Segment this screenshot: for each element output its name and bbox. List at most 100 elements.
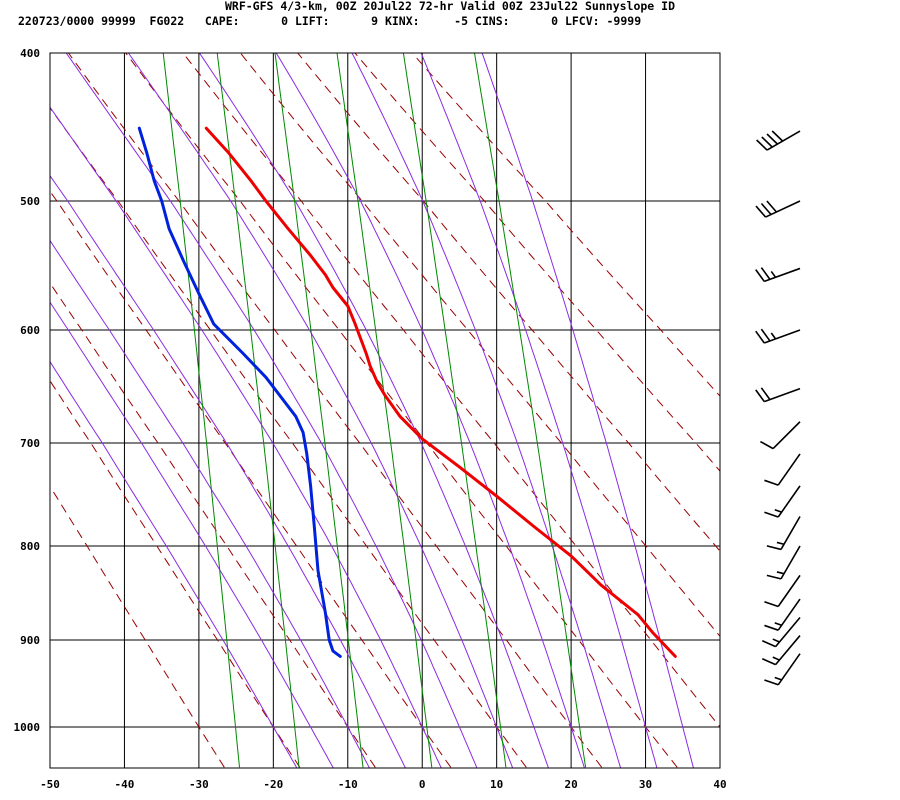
grid-lines <box>49 52 721 768</box>
dry-adiabat-line <box>50 485 225 768</box>
wind-barb-flag <box>760 203 772 216</box>
moist-adiabat-line <box>127 53 514 768</box>
wind-barb-flag <box>766 574 782 580</box>
dry-adiabat-line <box>50 379 301 768</box>
wind-barb-staff <box>777 453 801 486</box>
dewpoint-profile <box>137 126 342 658</box>
dry-adiabat-line <box>125 53 678 768</box>
wind-barb-staff <box>765 200 801 218</box>
wind-barb-staff <box>764 329 801 344</box>
wind-barb <box>764 598 801 631</box>
wind-barb <box>764 653 801 686</box>
wind-barb-half-flag <box>772 656 780 661</box>
moist-adiabat-line <box>50 106 442 768</box>
wind-barb <box>755 200 801 218</box>
wind-barb-flag <box>764 479 779 486</box>
wind-barb-staff <box>772 421 801 450</box>
wind-barb-staff <box>777 574 801 607</box>
y-tick-label: 400 <box>20 47 40 60</box>
wind-barb-flag <box>755 205 767 218</box>
wind-barb-staff <box>766 130 801 151</box>
wind-barb-half-flag <box>776 571 785 575</box>
wind-barb-flag <box>771 130 784 142</box>
wind-barb-flag <box>766 200 778 213</box>
wind-barb-half-flag <box>770 270 777 278</box>
mixing-ratio-line <box>162 53 240 768</box>
dry-adiabat-line <box>411 53 720 397</box>
chart-title: WRF-GFS 4/3-km, 00Z 20Jul22 72-hr Valid … <box>224 0 676 13</box>
plot-frame <box>49 52 721 769</box>
wind-barb <box>761 617 801 648</box>
wind-barb-staff <box>777 598 801 631</box>
moist-adiabat-line <box>50 174 406 768</box>
wind-barb-staff <box>777 485 801 518</box>
wind-barb-staff <box>774 635 801 666</box>
dry-adiabat-line <box>67 53 603 768</box>
axis-labels: -50 -40 -30 -20 -10 0 10 20 30 40 400 500 600 700 800 9… <box>14 47 727 791</box>
moist-adiabat-line <box>50 360 298 768</box>
x-tick-label: 20 <box>564 778 577 791</box>
moist-adiabat-line <box>198 53 549 768</box>
moist-adiabat-line <box>481 53 694 768</box>
wind-barb <box>764 485 801 518</box>
wind-barb-flag <box>764 600 779 608</box>
dry-adiabat-line <box>50 190 452 768</box>
wind-barbs <box>755 130 801 686</box>
mixing-ratio-line <box>274 53 364 768</box>
wind-barb-flag <box>761 657 776 666</box>
wind-barb-staff <box>780 545 801 580</box>
wind-barb-half-flag <box>770 332 777 340</box>
moist-adiabat-line <box>420 53 658 768</box>
dry-adiabat-line <box>297 53 720 552</box>
sounding-stats: 220723/0000 99999 FG022 CAPE: 0 LIFT: 9 … <box>18 14 642 28</box>
wind-barb-half-flag <box>776 541 785 546</box>
y-tick-label: 700 <box>20 437 40 450</box>
wind-barb <box>766 516 801 551</box>
dry-adiabat-line <box>50 107 527 768</box>
wind-barb-flag <box>756 139 768 151</box>
wind-barb <box>760 421 801 450</box>
mixing-ratio-line <box>216 53 300 768</box>
wind-barb-flag <box>764 679 779 686</box>
wind-barb-staff <box>774 617 801 648</box>
x-tick-label: -10 <box>338 778 358 791</box>
wind-barb <box>766 545 801 580</box>
moist-adiabat-line <box>275 53 585 768</box>
wind-barb-flag <box>766 133 779 145</box>
wind-barb-half-flag <box>774 622 782 627</box>
wind-barb-staff <box>777 653 801 686</box>
wind-barb <box>761 635 801 666</box>
wind-barb-flag <box>761 639 776 648</box>
x-tick-label: -40 <box>115 778 135 791</box>
sounding-profiles <box>137 126 677 658</box>
y-tick-label: 900 <box>20 634 40 647</box>
mixing-ratio-line <box>473 53 587 768</box>
moist-adiabat-line <box>50 301 334 768</box>
wind-barb-flag <box>760 328 771 342</box>
wind-barb-flag <box>755 389 765 403</box>
wind-barb-flag <box>755 269 765 282</box>
wind-barb-flag <box>766 545 782 551</box>
moist-adiabat-line <box>50 239 371 768</box>
x-tick-label: -20 <box>263 778 283 791</box>
background-lines <box>50 53 720 768</box>
wind-barb <box>764 574 801 608</box>
wind-barb-flag <box>760 267 771 280</box>
wind-barb <box>755 267 801 283</box>
wind-barb-flag <box>760 387 771 401</box>
moist-adiabat-line <box>351 53 622 768</box>
wind-barb-flag <box>761 136 773 148</box>
x-tick-label: 10 <box>490 778 503 791</box>
wind-barb-half-flag <box>774 508 782 513</box>
temperature-profile <box>204 126 677 658</box>
dry-adiabat-line <box>239 53 720 638</box>
wind-barb <box>755 387 801 403</box>
wind-barb <box>756 130 801 151</box>
x-tick-label: -30 <box>189 778 209 791</box>
x-tick-label: -50 <box>40 778 60 791</box>
wind-barb-half-flag <box>772 638 780 643</box>
dry-adiabat-line <box>182 53 720 728</box>
wind-barb-flag <box>760 440 774 450</box>
y-tick-label: 500 <box>20 195 40 208</box>
